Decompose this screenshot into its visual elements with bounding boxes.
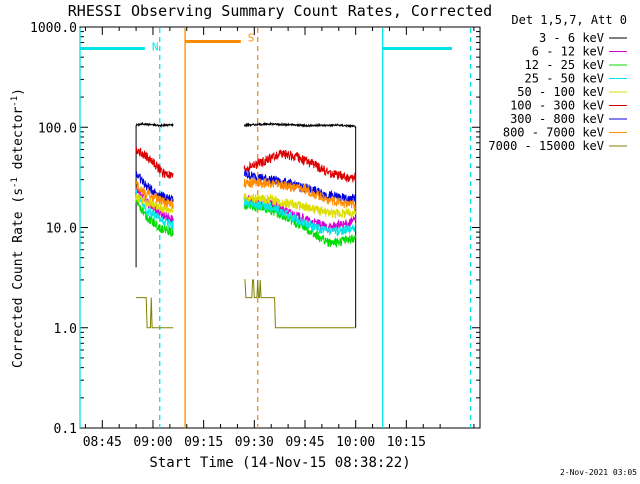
legend-label: 7000 - 15000 keV	[488, 139, 604, 153]
legend-label: 25 - 50 keV	[525, 72, 604, 86]
chart-title: RHESSI Observing Summary Count Rates, Co…	[68, 2, 492, 20]
x-tick-label: 09:30	[235, 435, 274, 450]
series-line-1-0	[135, 121, 174, 129]
series-line-2-7	[243, 177, 357, 211]
series-line-1-1	[135, 187, 174, 224]
y-tick-label: 10.0	[46, 222, 77, 237]
flag-label: S	[248, 32, 255, 45]
legend-title: Det 1,5,7, Att 0	[511, 13, 627, 27]
series-line-2-3	[243, 197, 356, 238]
legend-label: 300 - 800 keV	[510, 112, 604, 126]
y-tick-label: 1.0	[54, 322, 77, 337]
x-axis-label: Start Time (14-Nov-15 08:38:22)	[149, 455, 410, 471]
y-tick-label: 0.1	[54, 422, 77, 437]
legend-label: 3 - 6 keV	[539, 31, 604, 45]
series-line-1-5	[135, 146, 174, 179]
x-tick-label: 10:15	[387, 435, 426, 450]
y-tick-label: 1000.0	[30, 21, 77, 36]
series-line-1-3	[135, 189, 174, 230]
svg-text:Corrected Count Rate (s-1 dete: Corrected Count Rate (s-1 detector-1)	[10, 88, 26, 368]
series-line-1-7	[135, 180, 174, 209]
legend-label: 800 - 7000 keV	[503, 126, 604, 140]
series-line-2-5	[243, 149, 357, 183]
series-line-2-0	[243, 121, 356, 128]
x-tick-label: 09:00	[133, 435, 172, 450]
series-line-1-2	[135, 195, 174, 238]
legend-label: 50 - 100 keV	[517, 85, 604, 99]
x-tick-label: 08:45	[83, 435, 122, 450]
legend-label: 6 - 12 keV	[532, 45, 604, 59]
y-tick-label: 100.0	[38, 121, 77, 136]
series-line-2-2	[243, 200, 357, 248]
x-tick-label: 09:45	[285, 435, 324, 450]
plot-frame	[79, 26, 481, 429]
series-line-1-6	[135, 171, 174, 204]
y-axis-label: Corrected Count Rate (s-1 detector-1)	[10, 88, 26, 368]
legend-label: 12 - 25 keV	[525, 58, 604, 72]
x-tick-label: 10:00	[336, 435, 375, 450]
x-tick-label: 09:15	[184, 435, 223, 450]
footer-date: 2-Nov-2021 03:05	[560, 468, 637, 477]
flag-label: N	[152, 41, 159, 54]
legend-label: 100 - 300 keV	[510, 99, 604, 113]
series-line-2-4	[243, 193, 357, 220]
series-line-2-dark-olive	[244, 279, 356, 329]
series-line-1-dark-olive	[136, 297, 174, 329]
